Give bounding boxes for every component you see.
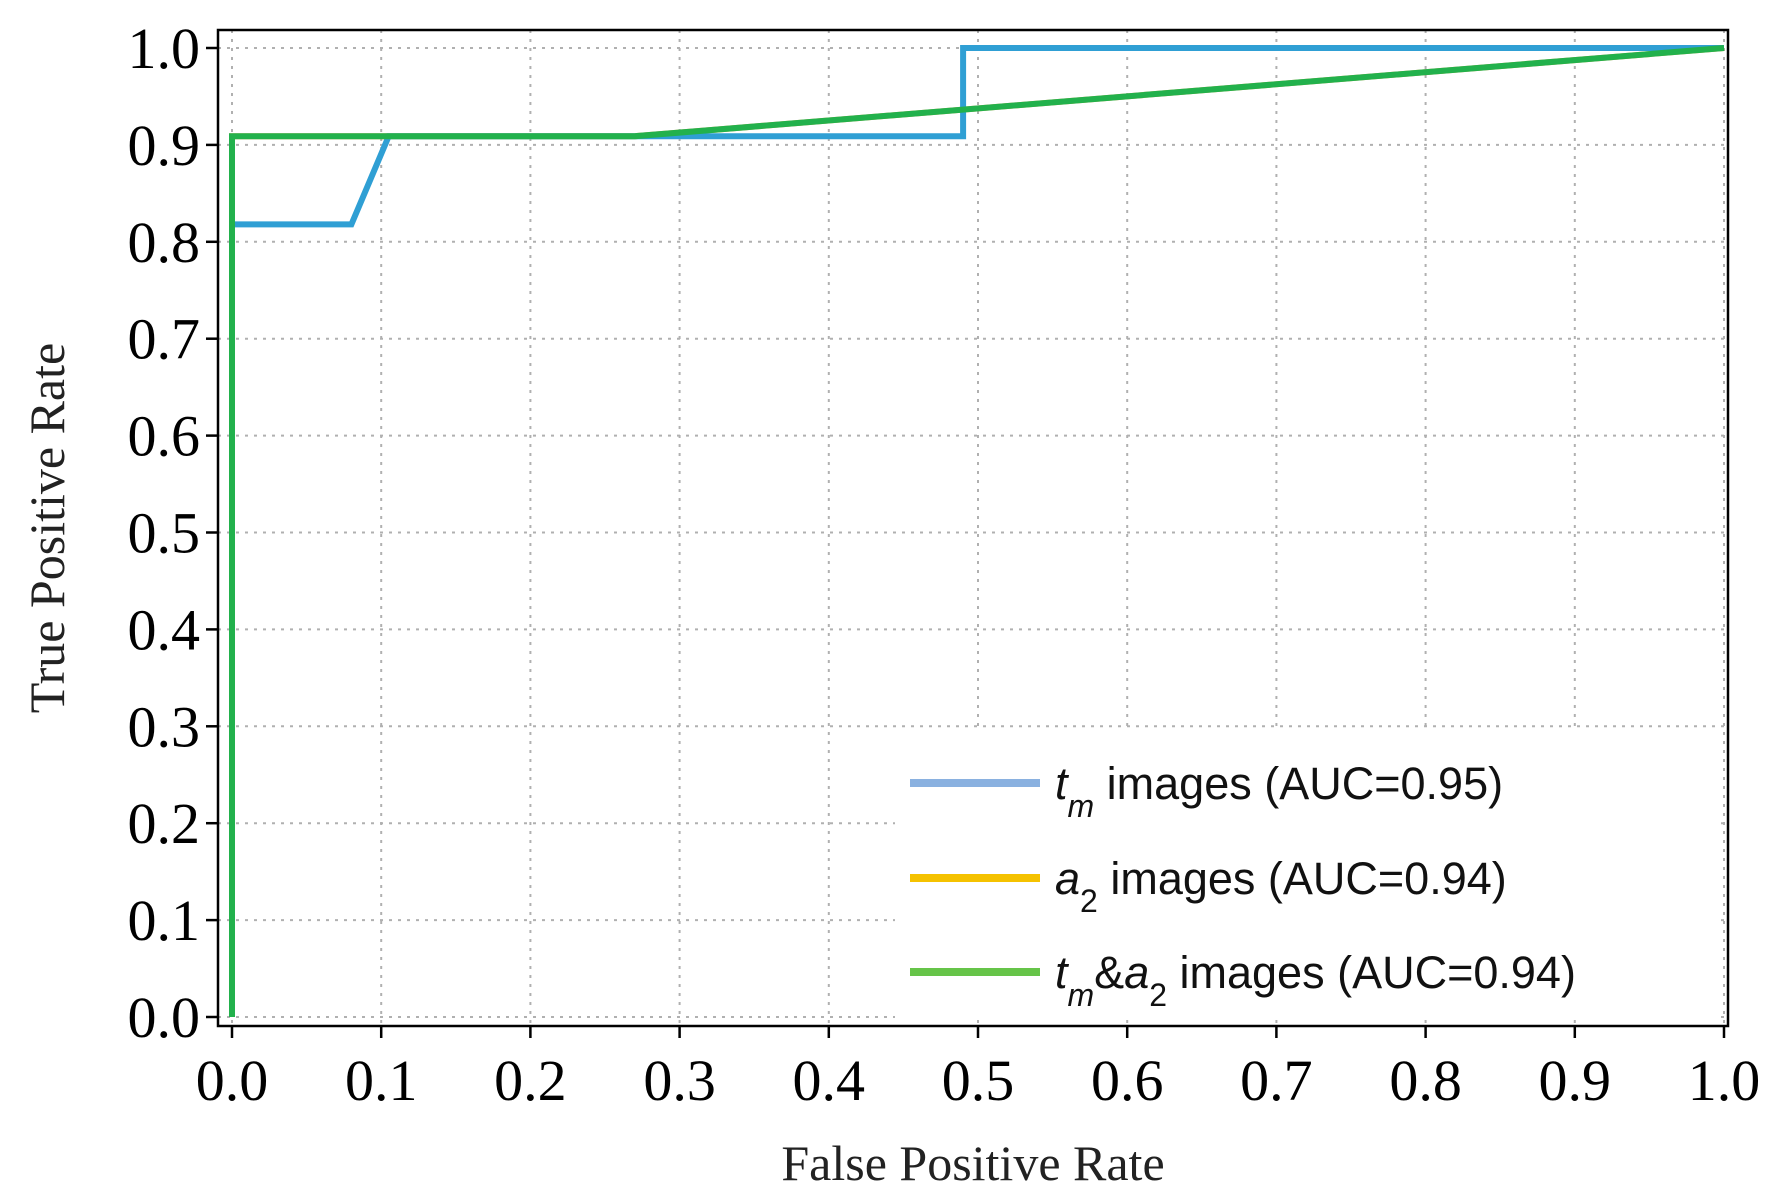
y-tick-label: 0.5 — [128, 501, 201, 566]
legend-label: images (AUC=0.94) — [1098, 853, 1507, 904]
y-tick-label: 0.3 — [128, 694, 201, 759]
x-tick-label: 0.4 — [793, 1048, 866, 1113]
legend-symbol: a — [1055, 853, 1080, 904]
legend-symbol: t — [1055, 947, 1070, 998]
x-tick-label: 0.7 — [1240, 1048, 1313, 1113]
y-tick-label: 1.0 — [128, 16, 201, 81]
x-tick-label: 0.3 — [643, 1048, 716, 1113]
legend-symbol: t — [1055, 758, 1070, 809]
y-tick-label: 0.7 — [128, 307, 201, 372]
x-tick-label: 0.1 — [345, 1048, 418, 1113]
x-tick-label: 0.8 — [1389, 1048, 1462, 1113]
legend-symbol: & — [1094, 947, 1124, 998]
plot-frame — [216, 28, 1730, 1028]
y-tick-label: 0.9 — [128, 113, 201, 178]
x-axis-label: False Positive Rate — [781, 1135, 1164, 1191]
y-tick-label: 0.4 — [128, 597, 201, 662]
y-tick-label: 0.0 — [128, 985, 201, 1050]
y-axis-label: True Positive Rate — [19, 343, 75, 713]
y-tick-label: 0.6 — [128, 404, 201, 469]
y-tick-label: 0.1 — [128, 888, 201, 953]
series-line-2 — [229, 45, 1725, 1017]
legend-label: images (AUC=0.95) — [1094, 758, 1503, 809]
legend-entry: tm&a2 images (AUC=0.94) — [1055, 947, 1576, 1013]
legend-symbol: a — [1124, 947, 1149, 998]
legend-symbol: m — [1068, 788, 1095, 824]
legend-symbol: 2 — [1080, 883, 1098, 919]
y-tick-label: 0.8 — [128, 210, 201, 275]
legend-symbol: 2 — [1149, 977, 1167, 1013]
legend-label: images (AUC=0.94) — [1167, 947, 1576, 998]
x-tick-label: 1.0 — [1688, 1048, 1761, 1113]
legend-entry: tm images (AUC=0.95) — [1055, 758, 1503, 824]
legend-symbol: m — [1068, 977, 1095, 1013]
legend: tm images (AUC=0.95)a2 images (AUC=0.94)… — [895, 732, 1721, 1018]
legend-entry: a2 images (AUC=0.94) — [1055, 853, 1507, 919]
x-tick-label: 0.2 — [494, 1048, 567, 1113]
y-tick-label: 0.2 — [128, 791, 201, 856]
ticks: 0.0 0.1 0.2 0.3 0.4 0.5 0.6 0.7 0.8 0.9 1.0 0.0 0.1 0… — [128, 16, 1761, 1113]
x-tick-label: 0.5 — [942, 1048, 1015, 1113]
x-tick-label: 0.6 — [1091, 1048, 1164, 1113]
x-tick-label: 0.9 — [1539, 1048, 1612, 1113]
x-tick-label: 0.0 — [196, 1048, 269, 1113]
series-layer — [229, 45, 1725, 1017]
